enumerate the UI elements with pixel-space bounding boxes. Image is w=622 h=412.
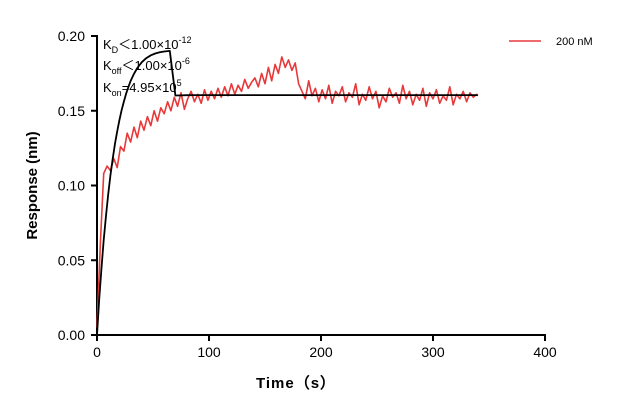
legend: 200 nM — [509, 36, 593, 48]
x-axis-title: Time（s） — [256, 374, 336, 392]
y-axis-title: Response (nm) — [24, 131, 41, 239]
y-tick-label: 0.00 — [58, 327, 85, 343]
y-tick-label: 0.05 — [58, 252, 85, 268]
y-tick-label: 0.15 — [58, 103, 85, 119]
x-tick-label: 400 — [533, 344, 557, 360]
x-tick-label: 100 — [197, 344, 221, 360]
fit-curve-line — [96, 50, 478, 336]
x-tick-label: 0 — [93, 344, 101, 360]
x-tick-label: 200 — [309, 344, 333, 360]
series-layer — [96, 50, 479, 336]
kinetics-annotation: KD＜1.00×10-12 — [103, 35, 192, 55]
legend-label-200nm: 200 nM — [556, 36, 593, 48]
axes: 0 100 200 300 400 0.00 0.05 0.10 0.15 0.20 — [58, 28, 557, 360]
x-tick-label: 300 — [421, 344, 445, 360]
y-tick-label: 0.20 — [58, 28, 85, 44]
kinetics-annotation: Kon=4.95×105 — [103, 78, 182, 98]
kinetics-annotation: Koff＜1.00×10-6 — [103, 56, 190, 76]
y-tick-label: 0.10 — [58, 178, 85, 194]
series-line-200nm — [96, 56, 479, 328]
